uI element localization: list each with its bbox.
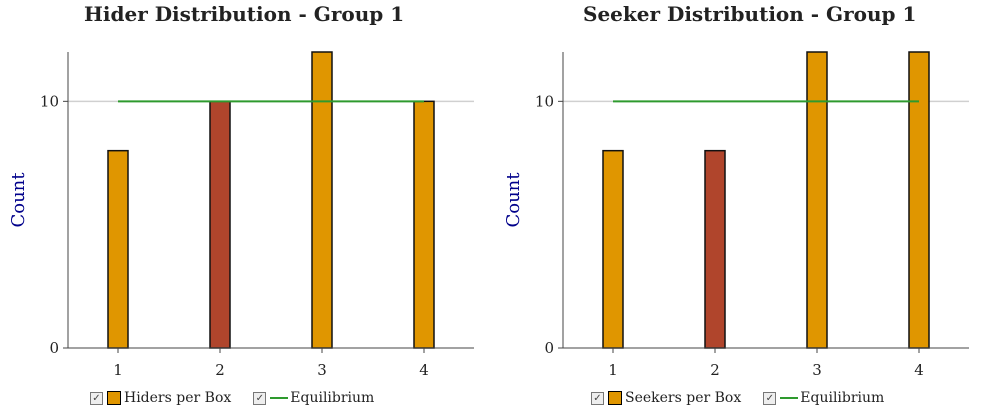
chart-panel-hider: Hider Distribution - Group 1 0 10 1 2 3 4 Coun… [0, 0, 494, 414]
legend-label: Equilibrium [290, 390, 375, 406]
legend-item-bars[interactable]: ✓ Seekers per Box [591, 390, 741, 406]
y-tick-label: 0 [544, 339, 554, 357]
x-tick-label: 2 [710, 361, 720, 379]
y-tick-label: 10 [535, 92, 554, 110]
legend-swatch [608, 391, 622, 405]
legend-checkbox[interactable]: ✓ [253, 391, 267, 405]
legend-checkbox[interactable]: ✓ [591, 391, 604, 405]
x-tick-label: 4 [914, 361, 924, 379]
x-tick-label: 2 [215, 361, 225, 379]
legend-checkbox[interactable]: ✓ [763, 391, 777, 405]
y-axis-label: Count [503, 172, 524, 228]
chart-svg: 0 10 1 2 3 4 Count [503, 51, 969, 379]
y-axis-label: Count [8, 172, 29, 228]
x-tick-label: 1 [608, 361, 618, 379]
legend-checkbox[interactable]: ✓ [90, 391, 103, 405]
x-tick-label: 3 [317, 361, 327, 379]
chart-title: Hider Distribution - Group 1 [84, 2, 405, 26]
legend-swatch [780, 397, 799, 399]
y-tick-label: 10 [40, 92, 59, 110]
bar [413, 100, 435, 349]
x-tick-label: 1 [113, 361, 123, 379]
legend-item-equilibrium[interactable]: ✓ Equilibrium [763, 390, 884, 406]
legend-swatch [270, 397, 289, 399]
chart-title: Seeker Distribution - Group 1 [583, 2, 917, 26]
chart-panel-seeker: Seeker Distribution - Group 1 0 10 1 2 3 4 Cou… [495, 0, 989, 414]
bar [806, 51, 828, 349]
chart-svg: 0 10 1 2 3 4 Count [8, 51, 474, 379]
legend-item-equilibrium[interactable]: ✓ Equilibrium [253, 390, 374, 406]
chart-legend: ✓ Hiders per Box ✓ Equilibrium [90, 390, 396, 406]
legend-swatch [107, 391, 121, 405]
bar [311, 51, 333, 349]
bar [209, 100, 231, 349]
legend-label: Seekers per Box [625, 390, 742, 406]
legend-label: Hiders per Box [124, 390, 232, 406]
bar [107, 149, 129, 349]
bar [602, 149, 624, 349]
x-tick-label: 4 [419, 361, 429, 379]
chart-legend: ✓ Seekers per Box ✓ Equilibrium [591, 390, 906, 406]
legend-label: Equilibrium [800, 390, 885, 406]
legend-item-bars[interactable]: ✓ Hiders per Box [90, 390, 231, 406]
y-tick-label: 0 [49, 339, 59, 357]
x-tick-label: 3 [812, 361, 822, 379]
bar [908, 51, 930, 349]
bar [704, 149, 726, 349]
